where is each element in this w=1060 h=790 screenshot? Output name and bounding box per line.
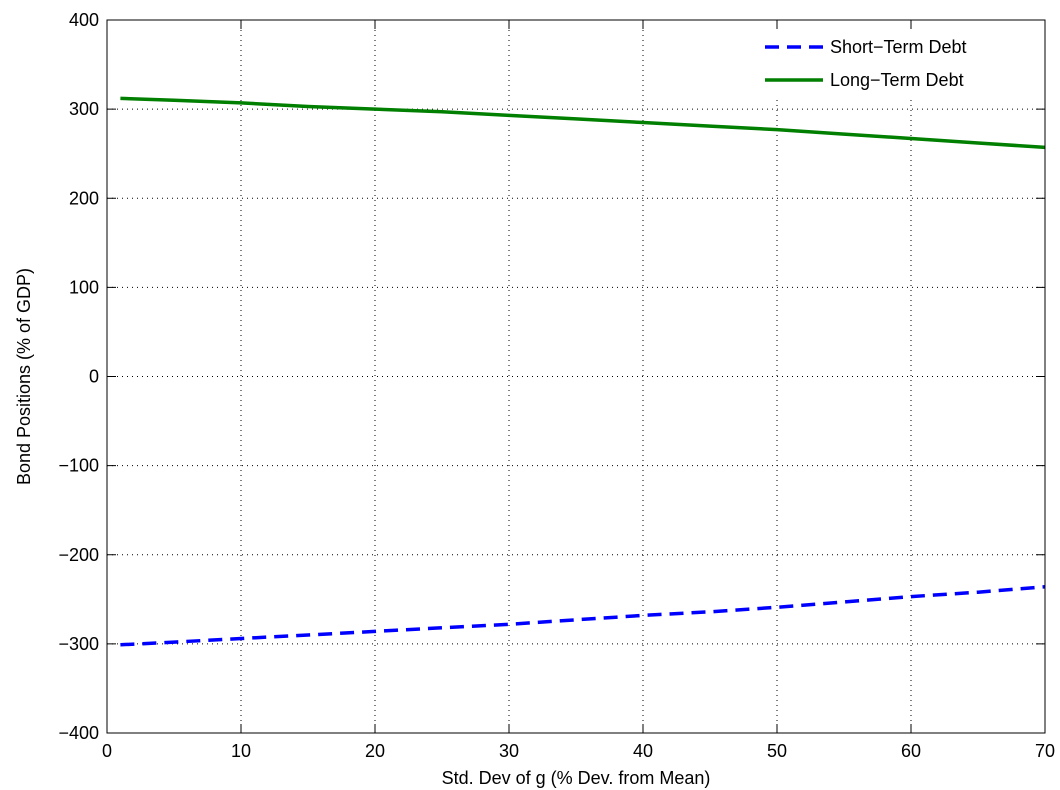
legend-label-short-term-debt: Short−Term Debt: [830, 37, 967, 57]
y-tick-label: −100: [58, 456, 99, 476]
plot-area: 0 10 20 30 40 50 60 70 −400 −300 −200 −100 0 100 200 3…: [58, 10, 1055, 761]
legend-box: [757, 30, 1037, 100]
legend-label-long-term-debt: Long−Term Debt: [830, 70, 964, 90]
y-axis-title: Bond Positions (% of GDP): [14, 268, 34, 485]
series-line-short-term-debt: [120, 585, 1046, 647]
x-tick-label: 20: [365, 741, 385, 761]
y-tick-label: 100: [69, 277, 99, 297]
x-tick-label: 30: [499, 741, 519, 761]
y-tick-label: −200: [58, 545, 99, 565]
y-tick-label: 0: [89, 367, 99, 387]
series-line-long-term-debt: [120, 96, 1046, 150]
y-tick-label: 400: [69, 10, 99, 30]
x-tick-label: 70: [1035, 741, 1055, 761]
x-tick-label: 50: [767, 741, 787, 761]
y-tick-label: −400: [58, 723, 99, 743]
series-layer: [120, 96, 1046, 647]
axes-background: [107, 20, 1045, 733]
x-tick-label: 60: [901, 741, 921, 761]
x-tick-label: 10: [231, 741, 251, 761]
x-axis-title: Std. Dev of g (% Dev. from Mean): [442, 768, 711, 788]
y-tick-label: 300: [69, 99, 99, 119]
x-tick-label: 40: [633, 741, 653, 761]
x-tick-label: 0: [102, 741, 112, 761]
x-tick-labels: 0 10 20 30 40 50 60 70: [102, 741, 1055, 761]
legend: Short−Term Debt Long−Term Debt: [757, 30, 1037, 100]
y-tick-label: −300: [58, 634, 99, 654]
tick-marks: [106, 19, 1046, 734]
y-tick-label: 200: [69, 188, 99, 208]
y-tick-labels: −400 −300 −200 −100 0 100 200 300 400: [58, 10, 99, 743]
